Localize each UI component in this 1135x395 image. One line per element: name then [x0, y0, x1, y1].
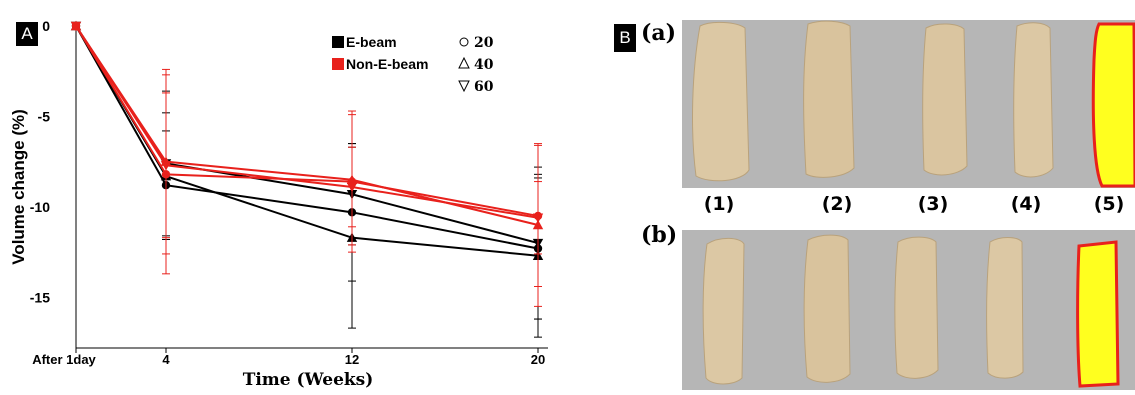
specimen-row-a-graphic	[692, 20, 1135, 188]
specimen-b2	[803, 234, 851, 383]
data-point	[70, 21, 82, 32]
y-tick-label: 0	[42, 18, 50, 34]
specimen-b5	[1076, 240, 1120, 388]
data-point	[532, 213, 544, 223]
specimen-b1	[702, 237, 745, 385]
legend-marker-icon	[458, 80, 470, 93]
column-label-1: (1)	[703, 193, 735, 215]
panel-a: 0 -5 -10 -15 After 1day 4 12 20 Time (Weeks) Volu…	[9, 18, 548, 390]
legend-swatch	[332, 58, 344, 70]
x-axis-title: Time (Weeks)	[243, 370, 374, 390]
specimen-a1	[692, 21, 750, 182]
panel-tag-b: B	[614, 24, 636, 52]
specimen-image-row-b	[682, 230, 1135, 390]
y-tick-label: -5	[38, 108, 51, 124]
specimen-a2	[803, 20, 855, 178]
column-label-2: (2)	[821, 193, 853, 215]
data-point	[160, 161, 172, 171]
x-tick-label: 12	[345, 352, 359, 367]
specimen-row-b-graphic	[702, 234, 1120, 388]
legend-label: Non-E-beam	[346, 56, 428, 72]
series-line-non-e-beam40	[75, 25, 539, 226]
row-label-b: (b)	[641, 222, 678, 248]
y-axis-title: Volume change (%)	[9, 109, 28, 265]
column-label-4: (4)	[1010, 193, 1042, 215]
series-line-non-e-beam60	[75, 25, 539, 219]
specimen-a5	[1091, 22, 1135, 188]
specimen-a3	[922, 23, 968, 176]
data-point	[346, 182, 358, 193]
specimen-b4	[986, 237, 1024, 379]
legend-marker-label: 60	[474, 79, 494, 95]
volume-change-chart: 0 -5 -10 -15 After 1day 4 12 20 Time (Weeks) Volu…	[9, 18, 548, 390]
x-tick-label: After 1day	[32, 352, 96, 367]
legend-label: E-beam	[346, 34, 397, 50]
legend-marker-label: 40	[474, 57, 494, 73]
legend-marker-icon	[458, 56, 470, 69]
y-tick-label: -10	[30, 199, 50, 215]
row-label-a: (a)	[641, 20, 677, 46]
specimen-a4	[1013, 22, 1054, 178]
specimen-image-row-a	[682, 20, 1135, 188]
column-label-3: (3)	[917, 193, 949, 215]
x-tick-label: 20	[531, 352, 545, 367]
column-label-5: (5)	[1093, 193, 1125, 215]
series-line-e-beam20	[75, 25, 539, 250]
panel-b: (a) (b) (1) (2) (3) (4) (5)	[605, 0, 1135, 390]
y-tick-label: -15	[30, 289, 50, 305]
panel-tag-a: A	[16, 22, 38, 46]
x-tick-label: 4	[162, 352, 170, 367]
series-line-non-e-beam20	[75, 25, 539, 217]
specimen-b3	[894, 236, 939, 379]
legend-marker-icon	[459, 37, 469, 47]
legend-marker-label: 20	[474, 35, 494, 51]
legend-swatch	[332, 36, 344, 48]
